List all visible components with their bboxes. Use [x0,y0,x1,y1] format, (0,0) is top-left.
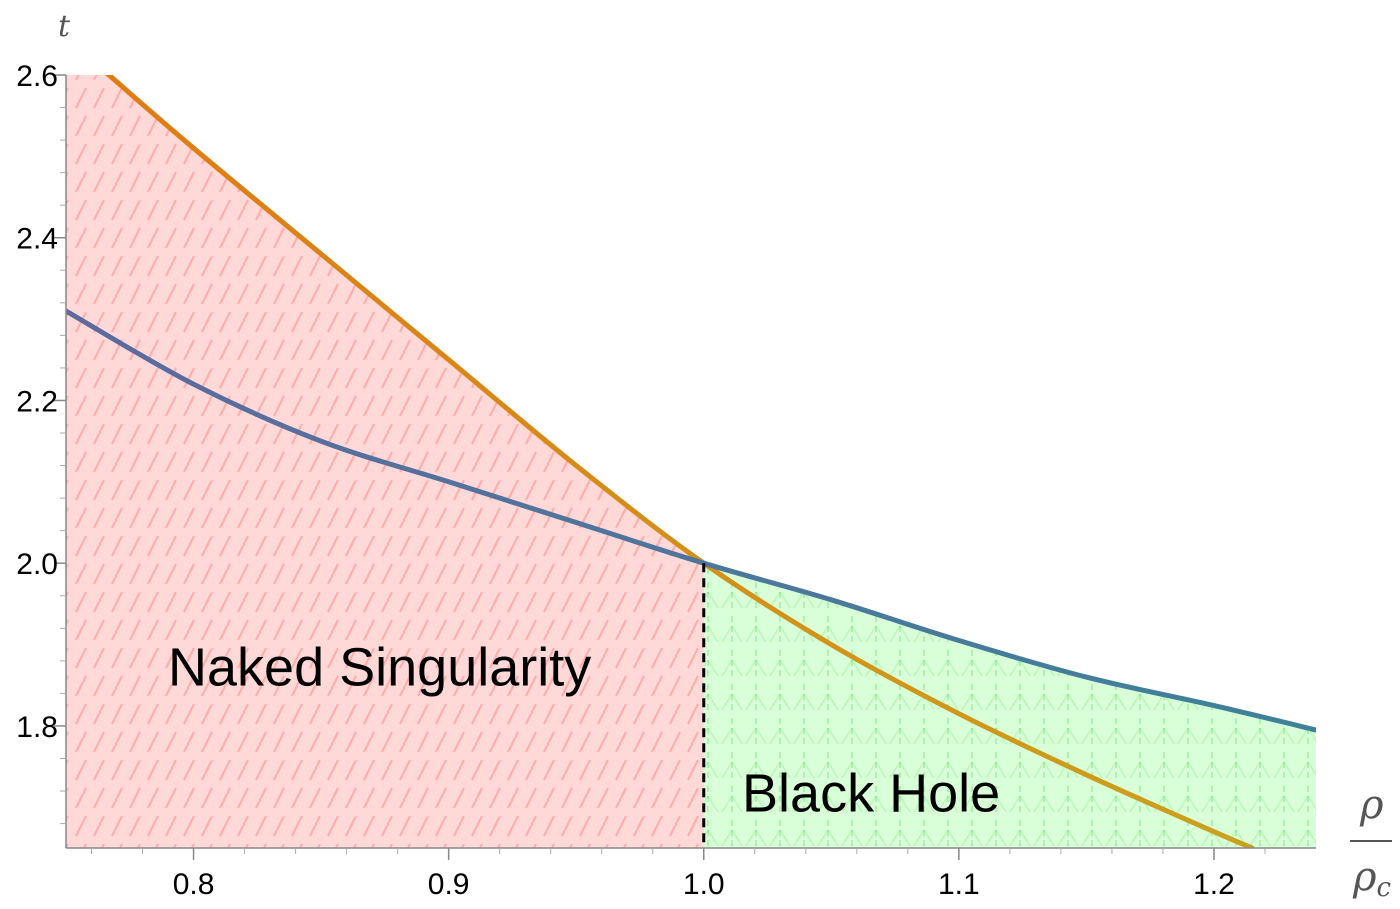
x-tick-label: 1.2 [1193,868,1235,901]
x-axis-label-denominator: ρc [1352,854,1392,903]
blue-boundary-curve [66,308,1316,733]
region-labels-layer: Naked Singularity Black Hole [168,637,1000,823]
y-tick-label: 1.8 [16,711,58,744]
x-tick-label: 1.1 [938,868,980,901]
black-hole-region-texture [703,563,1316,848]
x-tick-label: 1.0 [683,868,725,901]
axes-layer [65,75,1316,849]
regions-layer [66,75,1316,848]
series-layer [66,75,1316,848]
x-axis-label: ρ ρc [1350,782,1392,903]
x-tick-label: 0.9 [428,868,470,901]
y-axis-label: t [58,9,71,44]
y-tick-label: 2.6 [16,60,58,93]
orange-boundary-curve [105,75,1255,848]
black-hole-label: Black Hole [742,763,1000,823]
y-tick-label: 2.0 [16,548,58,581]
x-ticks-layer: 0.8 0.9 1.0 1.1 1.2 [91,848,1266,901]
naked-singularity-label: Naked Singularity [168,637,591,697]
y-tick-label: 2.2 [16,385,58,418]
x-axis-label-numerator: ρ [1359,782,1384,828]
x-tick-label: 0.8 [173,868,215,901]
y-tick-label: 2.4 [16,223,58,256]
y-ticks-layer: 1.8 2.0 2.2 2.4 2.6 [16,60,66,825]
